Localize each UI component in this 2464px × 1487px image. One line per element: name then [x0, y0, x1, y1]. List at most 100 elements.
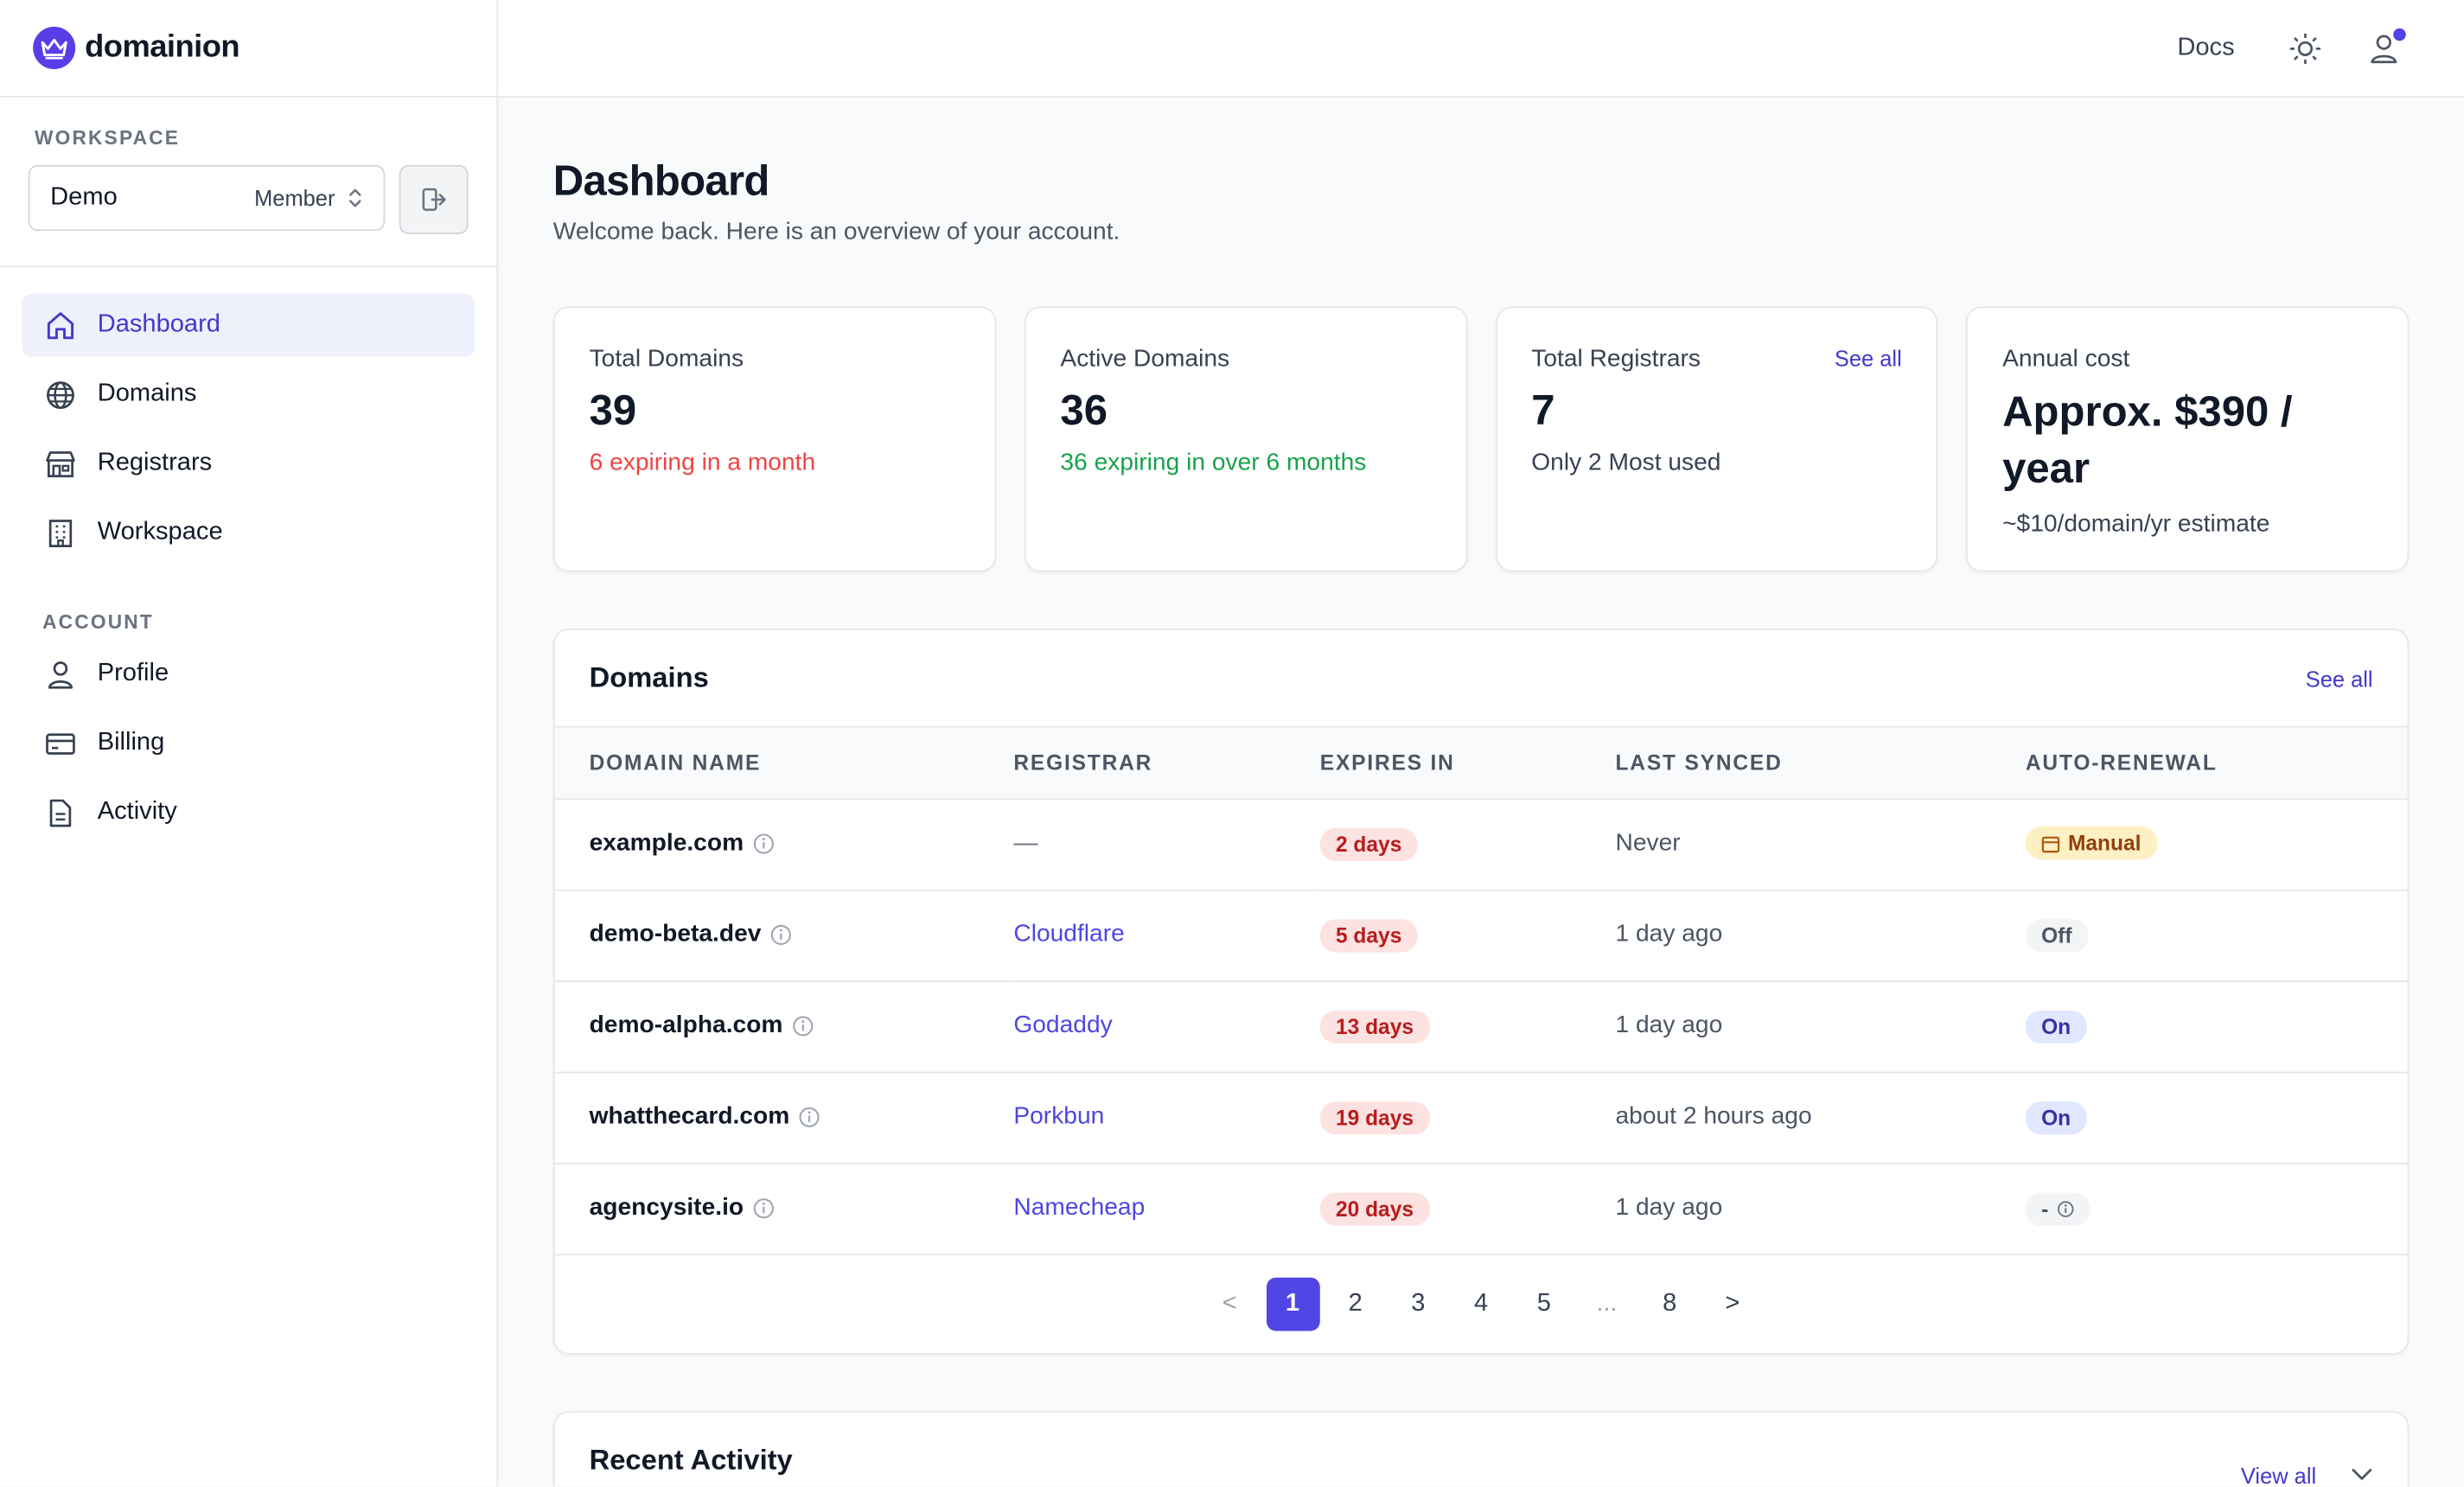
- pagination-page-3[interactable]: 3: [1411, 1289, 1426, 1317]
- user-icon: [2371, 34, 2397, 63]
- pagination-page-5[interactable]: 5: [1536, 1289, 1551, 1317]
- activity-view-all-link[interactable]: View all: [2240, 1462, 2317, 1487]
- info-icon[interactable]: [770, 924, 792, 946]
- sidebar-item-billing[interactable]: Billing: [22, 712, 474, 775]
- last-synced: 1 day ago: [1615, 1012, 1723, 1039]
- sidebar-item-label: Activity: [97, 798, 177, 826]
- user-menu-button[interactable]: [2366, 27, 2406, 65]
- column-header[interactable]: DOMAIN NAME: [589, 750, 762, 775]
- auto-renewal-badge[interactable]: -: [2025, 1191, 2090, 1225]
- leave-workspace-button[interactable]: [399, 164, 469, 234]
- column-header[interactable]: LAST SYNCED: [1615, 750, 1783, 775]
- last-synced: about 2 hours ago: [1615, 1102, 1812, 1130]
- topbar: Docs: [498, 0, 2464, 98]
- auto-renewal-label: On: [2041, 1014, 2071, 1038]
- stat-label: Annual cost: [2002, 345, 2130, 373]
- info-icon[interactable]: [799, 1107, 820, 1128]
- sidebar-item-activity[interactable]: Activity: [22, 781, 474, 844]
- registrar-link[interactable]: Cloudflare: [1013, 921, 1125, 948]
- auto-renewal-label: -: [2041, 1197, 2049, 1221]
- auto-renewal-badge[interactable]: Manual: [2025, 826, 2157, 860]
- table-row[interactable]: whatthecard.com Porkbun 19 days about 2 …: [554, 1072, 2408, 1164]
- stat-card-active-domains: Active Domains 36 36 expiring in over 6 …: [1024, 306, 1467, 572]
- table-header-row: DOMAIN NAME REGISTRAR EXPIRES IN LAST SY…: [554, 727, 2408, 799]
- building-icon: [42, 515, 77, 550]
- stat-label: Total Domains: [589, 345, 744, 373]
- auto-renewal-label: Off: [2041, 922, 2072, 948]
- pagination-next-button[interactable]: >: [1725, 1289, 1740, 1317]
- dashboard-content: Dashboard Welcome back. Here is an overv…: [498, 98, 2464, 1487]
- workspace-select[interactable]: Demo Member: [28, 164, 386, 232]
- last-synced: 1 day ago: [1615, 921, 1723, 948]
- calendar-icon: [2041, 836, 2060, 852]
- info-icon[interactable]: [792, 1015, 814, 1037]
- stat-value: 36: [1060, 386, 1108, 434]
- stat-card-total-registrars: Total Registrars See all 7 Only 2 Most u…: [1495, 306, 1938, 572]
- user-icon: [42, 657, 77, 692]
- registrars-see-all-link[interactable]: See all: [1834, 345, 1902, 371]
- registrar-link[interactable]: Porkbun: [1013, 1102, 1105, 1130]
- pagination: < 1 2 3 4 5 ... 8 >: [555, 1254, 2408, 1352]
- stat-label: Total Registrars: [1531, 345, 1701, 373]
- auto-renewal-badge[interactable]: On: [2025, 1101, 2087, 1134]
- pagination-page-8[interactable]: 8: [1663, 1289, 1677, 1317]
- recent-activity-title: Recent Activity: [589, 1444, 793, 1476]
- pagination-page-4[interactable]: 4: [1473, 1289, 1489, 1317]
- sidebar-item-label: Domains: [97, 380, 197, 407]
- column-header[interactable]: EXPIRES IN: [1319, 750, 1455, 775]
- auto-renewal-label: Manual: [2067, 831, 2142, 856]
- registrar-empty: —: [1013, 829, 1038, 857]
- sidebar-item-domains[interactable]: Domains: [22, 363, 474, 426]
- domain-name[interactable]: demo-beta.dev: [589, 921, 762, 948]
- pagination-page-2[interactable]: 2: [1348, 1289, 1363, 1317]
- info-icon[interactable]: [753, 1197, 775, 1219]
- sidebar: domainion WORKSPACE Demo Member: [0, 0, 499, 1487]
- workspace-name: Demo: [50, 183, 118, 211]
- crown-logo-icon: [33, 26, 76, 69]
- stat-note: 36 expiring in over 6 months: [1060, 449, 1367, 476]
- stat-card-total-domains: Total Domains 39 6 expiring in a month: [552, 306, 996, 572]
- table-row[interactable]: agencysite.io Namecheap 20 days 1 day ag…: [554, 1163, 2408, 1254]
- brand-name: domainion: [85, 29, 240, 65]
- file-icon: [42, 795, 77, 830]
- expires-badge: 13 days: [1319, 1009, 1430, 1043]
- info-icon[interactable]: [753, 833, 775, 854]
- workspace-label: WORKSPACE: [34, 127, 181, 150]
- stat-note: Only 2 Most used: [1531, 449, 1721, 476]
- docs-link[interactable]: Docs: [2177, 34, 2235, 61]
- domain-name[interactable]: example.com: [589, 829, 744, 857]
- registrar-link[interactable]: Namecheap: [1013, 1194, 1146, 1222]
- theme-toggle-sun-icon[interactable]: [2288, 30, 2322, 65]
- brand[interactable]: domainion: [0, 0, 497, 98]
- domain-name[interactable]: whatthecard.com: [589, 1102, 790, 1130]
- sidebar-item-registrars[interactable]: Registrars: [22, 432, 474, 495]
- expires-badge: 19 days: [1319, 1101, 1430, 1134]
- stat-note: 6 expiring in a month: [589, 449, 816, 476]
- sidebar-item-workspace[interactable]: Workspace: [22, 501, 474, 565]
- page-title: Dashboard: [552, 156, 770, 205]
- expires-badge: 5 days: [1319, 918, 1418, 952]
- stat-card-annual-cost: Annual cost Approx. $390 / year ~$10/dom…: [1966, 306, 2410, 572]
- column-header[interactable]: REGISTRAR: [1013, 750, 1153, 775]
- domain-name[interactable]: agencysite.io: [589, 1194, 744, 1222]
- chevron-down-icon[interactable]: [2351, 1468, 2372, 1482]
- registrar-link[interactable]: Godaddy: [1013, 1012, 1113, 1039]
- sidebar-item-profile[interactable]: Profile: [22, 642, 474, 705]
- page-subtitle: Welcome back. Here is an overview of you…: [552, 218, 1120, 246]
- auto-renewal-badge[interactable]: On: [2025, 1009, 2087, 1043]
- sidebar-item-dashboard[interactable]: Dashboard: [22, 293, 475, 357]
- domains-card-title: Domains: [589, 661, 709, 693]
- auto-renewal-badge[interactable]: Off: [2025, 918, 2088, 952]
- table-row[interactable]: demo-beta.dev Cloudflare 5 days 1 day ag…: [554, 890, 2408, 981]
- column-header[interactable]: AUTO-RENEWAL: [2025, 750, 2218, 775]
- domains-see-all-link[interactable]: See all: [2305, 665, 2373, 691]
- table-row[interactable]: demo-alpha.com Godaddy 13 days 1 day ago…: [554, 980, 2408, 1072]
- main-content: Docs Dashboard Welcome back. Here is an …: [498, 0, 2464, 1487]
- table-row[interactable]: example.com — 2 days Never Manual: [554, 798, 2408, 890]
- pagination-prev-button[interactable]: <: [1222, 1289, 1237, 1317]
- domain-name[interactable]: demo-alpha.com: [589, 1012, 783, 1039]
- notification-dot: [2393, 27, 2406, 41]
- stat-value: Approx. $390 / year: [2002, 387, 2293, 492]
- stat-label: Active Domains: [1060, 345, 1230, 373]
- pagination-page-1[interactable]: 1: [1266, 1276, 1319, 1331]
